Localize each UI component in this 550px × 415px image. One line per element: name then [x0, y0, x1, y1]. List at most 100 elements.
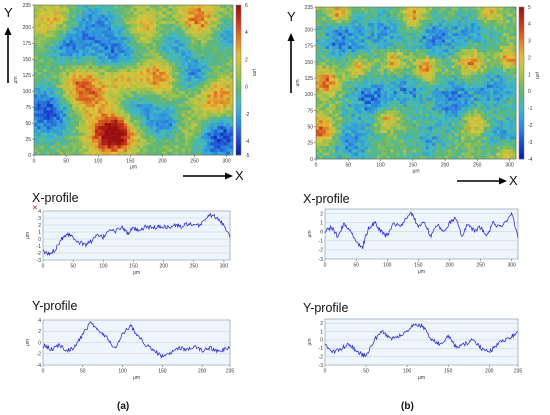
heatmap-cell [133, 132, 138, 137]
heatmap-cell [181, 113, 186, 118]
texture-speckle [111, 104, 113, 105]
heatmap-cell [477, 19, 481, 24]
heatmap-cell [428, 58, 433, 63]
heatmap-cell [59, 40, 64, 44]
heatmap-cell [178, 135, 182, 140]
heatmap-cell [143, 110, 147, 114]
heatmap-cell [448, 58, 452, 63]
heatmap-cell [223, 87, 227, 92]
texture-speckle [88, 133, 90, 134]
heatmap-cell [94, 75, 99, 79]
heatmap-cell [66, 97, 70, 102]
heatmap-cell [226, 81, 231, 86]
heatmap-cell [194, 30, 199, 35]
heatmap-cell [220, 49, 224, 54]
heatmap-cell [194, 8, 199, 12]
heatmap-cell [200, 20, 205, 25]
heatmap-cell [226, 52, 231, 57]
heatmap-cell [172, 142, 176, 146]
heatmap-cell [165, 97, 170, 102]
heatmap-cell [188, 40, 192, 44]
heatmap-cell [149, 59, 154, 63]
heatmap-cell [390, 23, 394, 27]
heatmap-cell [175, 62, 179, 66]
heatmap-cell [438, 7, 443, 11]
heatmap-cell [127, 126, 131, 130]
texture-speckle [43, 143, 45, 144]
texture-speckle [95, 18, 97, 19]
heatmap-cell [111, 59, 115, 63]
heatmap-cell [98, 113, 102, 118]
heatmap-cell [188, 103, 192, 108]
heatmap-cell [136, 107, 141, 111]
texture-speckle [217, 144, 219, 145]
heatmap-cell [374, 16, 378, 21]
heatmap-cell [94, 59, 99, 63]
texture-speckle [146, 84, 148, 86]
colorbar-segment [236, 127, 241, 131]
heatmap-cell [111, 91, 115, 95]
heatmap-cell [422, 16, 427, 21]
heatmap-cell [512, 13, 517, 18]
texture-speckle [140, 79, 142, 81]
texture-speckle [36, 65, 38, 67]
heatmap-cell [143, 59, 147, 63]
colorbar-label: μm [251, 69, 257, 76]
texture-speckle [198, 104, 200, 106]
heatmap-cell [200, 145, 205, 149]
texture-speckle [98, 49, 100, 51]
texture-speckle [162, 5, 165, 7]
heatmap-cell [191, 43, 195, 47]
heatmap-cell [332, 61, 336, 66]
heatmap-cell [419, 7, 423, 11]
heatmap-cell [470, 13, 475, 18]
texture-speckle [223, 71, 225, 72]
heatmap-cell [207, 36, 211, 41]
heatmap-cell [50, 20, 54, 25]
heatmap-cell [136, 5, 141, 9]
heatmap-cell [181, 139, 186, 143]
heatmap-cell [226, 97, 231, 102]
texture-speckle [184, 73, 186, 75]
heatmap-cell [396, 49, 401, 53]
heatmap-cell [210, 59, 215, 63]
heatmap-cell [133, 113, 138, 118]
y-tick-label: 100 [23, 89, 32, 95]
texture-speckle [110, 65, 112, 67]
heatmap-cell [69, 17, 73, 22]
heatmap-cell [396, 10, 401, 14]
heatmap-cell [53, 68, 57, 73]
heatmap-cell [123, 107, 128, 111]
texture-speckle [45, 51, 48, 53]
heatmap-cell [155, 139, 160, 143]
heatmap-cell [226, 87, 231, 92]
heatmap-cell [120, 100, 125, 105]
heatmap-cell [91, 17, 96, 22]
heatmap-cell [162, 113, 166, 118]
heatmap-cell [72, 139, 77, 143]
heatmap-cell [338, 13, 343, 18]
heatmap-cell [82, 56, 86, 60]
heatmap-cell [457, 29, 462, 34]
heatmap-cell [59, 148, 64, 153]
heatmap-cell [319, 49, 323, 53]
heatmap-cell [69, 78, 73, 82]
texture-speckle [52, 110, 54, 111]
heatmap-cell [111, 116, 115, 121]
texture-speckle [67, 64, 69, 65]
heatmap-cell [470, 52, 475, 56]
heatmap-cell [223, 78, 227, 82]
texture-speckle [129, 87, 131, 89]
heatmap-cell [152, 43, 157, 47]
texture-speckle [61, 123, 63, 125]
heatmap-cell [50, 81, 54, 86]
heatmap-cell [354, 58, 359, 63]
texture-speckle [130, 31, 132, 32]
heatmap-cell [396, 7, 401, 11]
heatmap-cell [422, 26, 427, 30]
heatmap-cell [50, 68, 54, 73]
heatmap-cell [229, 5, 234, 9]
heatmap-cell [390, 32, 394, 37]
texture-speckle [86, 146, 88, 147]
heatmap-cell [75, 27, 80, 31]
